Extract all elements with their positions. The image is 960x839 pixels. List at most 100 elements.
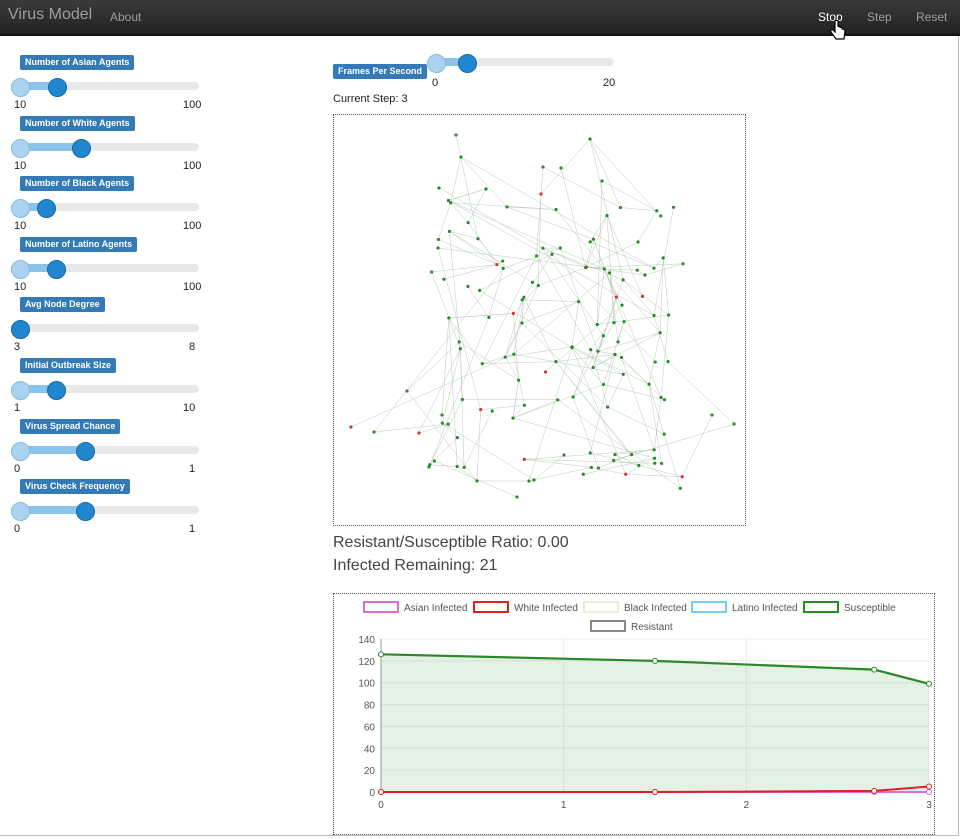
x-tick-label: 0 — [378, 800, 384, 811]
network-edge — [451, 157, 461, 203]
susceptible-node — [556, 398, 559, 401]
network-edge — [434, 461, 517, 497]
avg-node-degree-label: Avg Node Degree — [20, 297, 105, 312]
susceptible-node — [585, 265, 588, 268]
network-edge — [536, 256, 590, 350]
fps-slider-track[interactable] — [428, 58, 614, 66]
number-of-black-agents-slider-handle[interactable] — [37, 199, 56, 218]
network-edge — [649, 333, 660, 384]
susceptible-node — [459, 347, 462, 350]
susceptible-node — [440, 413, 443, 416]
fps-label: Frames Per Second — [333, 64, 427, 79]
susceptible-node — [589, 240, 592, 243]
number-of-white-agents-slider-min-handle — [11, 139, 30, 158]
network-edge — [451, 203, 469, 223]
initial-outbreak-size-max-value: 10 — [183, 402, 195, 414]
susceptible-node — [662, 256, 665, 259]
network-edge — [556, 209, 604, 269]
network-edge — [507, 207, 594, 239]
number-of-latino-agents-slider-track[interactable] — [11, 264, 199, 272]
data-point — [653, 658, 658, 663]
y-tick-label: 0 — [369, 788, 375, 799]
avg-node-degree-max-value: 8 — [189, 341, 195, 353]
susceptible-node — [537, 284, 540, 287]
nav-about-link[interactable]: About — [110, 10, 141, 24]
susceptible-node — [654, 360, 657, 363]
network-edge — [522, 323, 608, 407]
susceptible-node — [447, 423, 450, 426]
susceptible-node — [612, 459, 615, 462]
susceptible-node — [512, 353, 515, 356]
number-of-white-agents-min-value: 10 — [14, 160, 26, 172]
initial-outbreak-size-slider-track[interactable] — [11, 385, 199, 393]
network-edge — [482, 362, 556, 364]
number-of-white-agents-slider-track[interactable] — [11, 143, 199, 151]
network-edge — [505, 300, 522, 357]
current-step-text: Current Step: 3 — [333, 93, 408, 105]
susceptible-node — [511, 416, 514, 419]
legend-swatch — [474, 602, 508, 612]
susceptible-node — [659, 214, 662, 217]
network-edge — [449, 231, 477, 238]
legend-label: Asian Infected — [404, 603, 467, 614]
susceptible-node — [602, 383, 605, 386]
initial-outbreak-size-slider-handle[interactable] — [47, 381, 66, 400]
virus-spread-chance-slider-track[interactable] — [11, 446, 199, 454]
network-edge — [608, 407, 665, 434]
infected-node — [512, 312, 515, 315]
susceptible-node — [603, 267, 606, 270]
network-edge — [481, 405, 525, 409]
virus-spread-chance-label: Virus Spread Chance — [20, 419, 120, 434]
nav-reset-button[interactable]: Reset — [916, 10, 947, 24]
virus-spread-chance-slider-handle[interactable] — [76, 442, 95, 461]
virus-check-frequency-slider-handle[interactable] — [76, 502, 95, 521]
network-edge — [514, 354, 623, 374]
y-tick-label: 120 — [358, 657, 375, 668]
susceptible-node — [619, 206, 622, 209]
number-of-white-agents-slider-handle[interactable] — [72, 139, 91, 158]
legend-swatch — [804, 602, 838, 612]
avg-node-degree-slider-track[interactable] — [11, 324, 199, 332]
susceptible-node — [456, 465, 459, 468]
network-edge — [513, 314, 518, 381]
susceptible-node — [608, 271, 611, 274]
number-of-latino-agents-slider-handle[interactable] — [47, 260, 66, 279]
virus-check-frequency-slider-track[interactable] — [11, 506, 199, 514]
network-edge — [514, 297, 524, 354]
susceptible-node — [681, 262, 684, 265]
nav-step-button[interactable]: Step — [867, 10, 892, 24]
susceptible-node — [554, 360, 557, 363]
susceptible-node — [475, 479, 478, 482]
susceptible-node — [476, 237, 479, 240]
infected-node — [495, 263, 498, 266]
network-graph-canvas — [334, 115, 745, 525]
network-edge — [505, 347, 572, 357]
susceptible-node — [663, 433, 666, 436]
brand-title[interactable]: Virus Model — [8, 6, 92, 24]
susceptible-node — [372, 430, 375, 433]
susceptible-node — [596, 323, 599, 326]
susceptible-node — [461, 398, 464, 401]
network-edge — [513, 400, 558, 418]
number-of-asian-agents-slider-track[interactable] — [11, 82, 199, 90]
susceptible-node — [502, 267, 505, 270]
number-of-white-agents-max-value: 100 — [183, 160, 201, 172]
network-edge — [586, 242, 638, 268]
susceptible-node — [523, 404, 526, 407]
number-of-black-agents-min-value: 10 — [14, 220, 26, 232]
susceptible-node — [652, 314, 655, 317]
susceptible-node — [437, 238, 440, 241]
number-of-latino-agents-slider-min-handle — [11, 260, 30, 279]
network-edge — [668, 362, 734, 424]
susceptible-node — [653, 462, 656, 465]
virus-check-frequency-min-value: 0 — [14, 523, 20, 535]
susceptible-node — [515, 495, 518, 498]
network-edge — [489, 268, 503, 317]
susceptible-node — [527, 479, 530, 482]
network-edge — [590, 139, 661, 216]
infected-node — [681, 475, 684, 478]
susceptible-node — [405, 389, 408, 392]
number-of-white-agents-label: Number of White Agents — [20, 116, 135, 131]
network-edge — [419, 349, 460, 433]
infected-node — [544, 370, 547, 373]
